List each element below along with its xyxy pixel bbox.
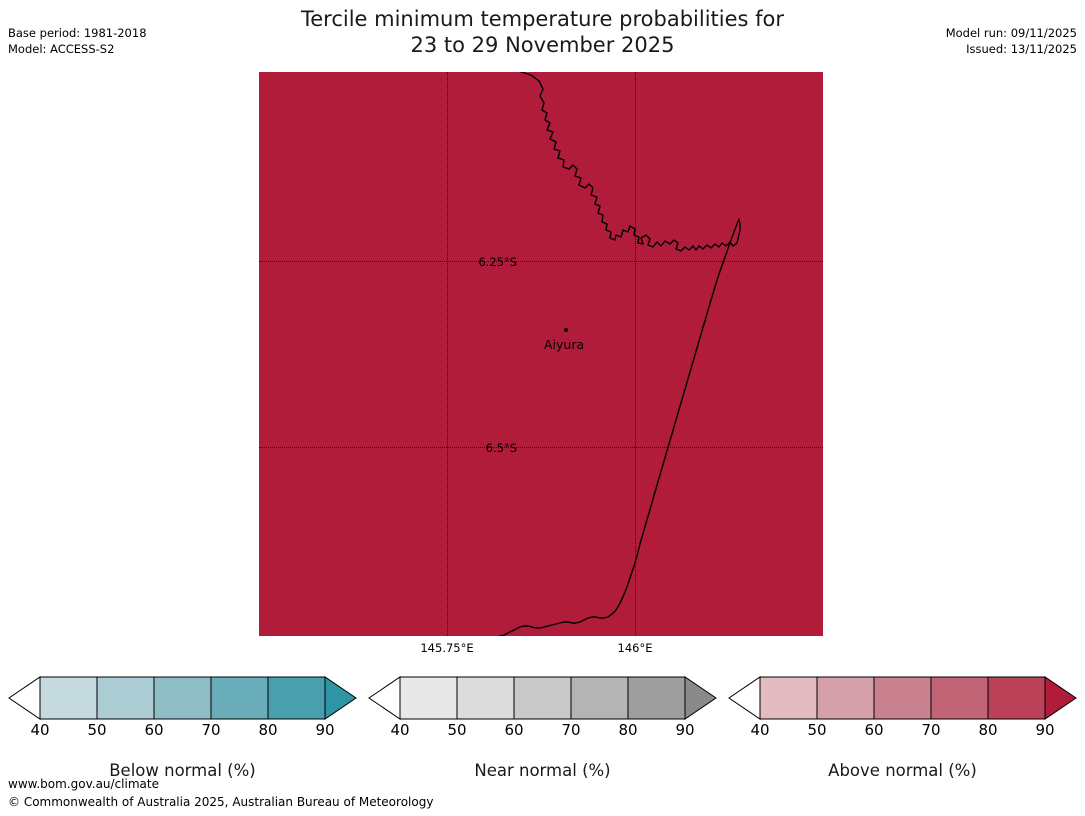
footer-copyright: © Commonwealth of Australia 2025, Austra… — [8, 795, 434, 809]
colorbar-caption: Below normal (%) — [109, 761, 256, 780]
colorbar-caption: Above normal (%) — [828, 761, 977, 780]
footer-website: www.bom.gov.au/climate — [8, 777, 159, 791]
colorbar-tick-label: 80 — [258, 721, 278, 739]
colorbar-under-arrow — [8, 676, 41, 720]
colorbar-tick-label: 50 — [87, 721, 107, 739]
colorbar-tick-label: 70 — [201, 721, 221, 739]
tick-label-lon-145-75: 145.75°E — [420, 641, 474, 655]
colorbar-tick-label: 60 — [504, 721, 524, 739]
colorbar-tick-label: 80 — [618, 721, 638, 739]
colorbar-segment — [153, 676, 212, 720]
colorbar-gradient — [728, 676, 1077, 720]
colorbar-over-arrow — [1044, 676, 1077, 720]
colorbar-under-arrow — [728, 676, 761, 720]
tick-label-lat-6-25: 6.25°S — [478, 255, 517, 269]
city-label-aiyura: Aiyura — [544, 337, 585, 352]
colorbar-segment — [96, 676, 155, 720]
colorbar-gradient — [368, 676, 717, 720]
gridline-lat-6-5 — [259, 447, 823, 448]
model-metadata: Base period: 1981-2018 Model: ACCESS-S2 — [8, 25, 147, 57]
colorbar-segment — [627, 676, 686, 720]
colorbar-tick-label: 40 — [750, 721, 770, 739]
colorbar-tick-label: 50 — [447, 721, 467, 739]
colorbar-tick-label: 60 — [864, 721, 884, 739]
gridline-lon-145-75 — [447, 72, 448, 636]
colorbar-over-arrow — [324, 676, 357, 720]
colorbar-segment — [570, 676, 629, 720]
colorbar-segment — [399, 676, 458, 720]
city-marker-dot — [564, 328, 568, 332]
colorbar-near-normal[interactable]: 40 50 60 70 80 90 Near normal (%) — [368, 676, 717, 780]
colorbar-segment — [987, 676, 1046, 720]
map-probability-shading — [259, 72, 823, 636]
colorbar-segment — [456, 676, 515, 720]
colorbar-caption: Near normal (%) — [474, 761, 611, 780]
colorbar-segment — [39, 676, 98, 720]
colorbar-below-normal[interactable]: 40 50 60 70 80 90 Below normal (%) — [8, 676, 357, 780]
colorbar-tick-label: 90 — [315, 721, 335, 739]
colorbar-segment — [759, 676, 818, 720]
colorbar-segment — [513, 676, 572, 720]
colorbar-under-arrow — [368, 676, 401, 720]
coastline-border-path — [499, 72, 741, 636]
page-title-line1: Tercile minimum temperature probabilitie… — [300, 7, 785, 31]
colorbar-segment — [816, 676, 875, 720]
colorbar-gradient — [8, 676, 357, 720]
model-name-text: Model: ACCESS-S2 — [8, 42, 115, 56]
colorbar-tick-row: 40 50 60 70 80 90 — [728, 721, 1077, 741]
colorbar-tick-row: 40 50 60 70 80 90 — [8, 721, 357, 741]
colorbar-segment — [930, 676, 989, 720]
colorbar-tick-label: 40 — [30, 721, 50, 739]
colorbar-tick-label: 70 — [561, 721, 581, 739]
tick-label-lon-146: 146°E — [617, 641, 653, 655]
colorbar-tick-label: 70 — [921, 721, 941, 739]
model-run-text: Model run: 09/11/2025 — [945, 26, 1077, 40]
base-period-text: Base period: 1981-2018 — [8, 26, 147, 40]
issued-date-text: Issued: 13/11/2025 — [966, 42, 1077, 56]
page-title: Tercile minimum temperature probabilitie… — [0, 6, 1085, 58]
colorbar-tick-label: 40 — [390, 721, 410, 739]
tick-label-lat-6-5: 6.5°S — [485, 441, 517, 455]
colorbar-over-arrow — [684, 676, 717, 720]
colorbar-tick-label: 90 — [1035, 721, 1055, 739]
gridline-lat-6-25 — [259, 261, 823, 262]
colorbar-segment — [267, 676, 326, 720]
colorbar-tick-label: 60 — [144, 721, 164, 739]
gridline-lon-146 — [635, 72, 636, 636]
colorbar-above-normal[interactable]: 40 50 60 70 80 90 Above normal (%) — [728, 676, 1077, 780]
colorbar-segment — [210, 676, 269, 720]
page-title-line2: 23 to 29 November 2025 — [410, 33, 675, 57]
footer: www.bom.gov.au/climate © Commonwealth of… — [8, 775, 433, 811]
colorbar-tick-row: 40 50 60 70 80 90 — [368, 721, 717, 741]
colorbar-tick-label: 80 — [978, 721, 998, 739]
colorbar-tick-label: 90 — [675, 721, 695, 739]
colorbar-tick-label: 50 — [807, 721, 827, 739]
colorbar-segment — [873, 676, 932, 720]
run-metadata: Model run: 09/11/2025 Issued: 13/11/2025 — [946, 25, 1077, 57]
map-panel[interactable]: Aiyura — [259, 72, 823, 636]
